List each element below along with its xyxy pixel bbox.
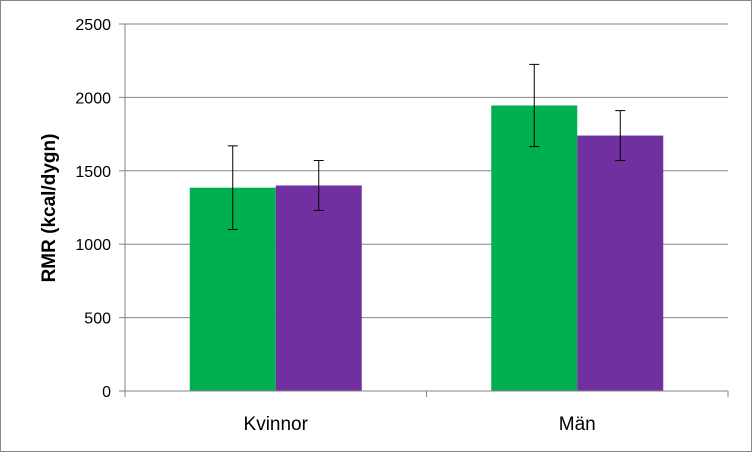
x-tick-label: Män [559, 414, 596, 435]
error-bars [227, 63, 626, 231]
bars [189, 105, 664, 391]
bar [275, 185, 362, 391]
y-axis-label: RMR (kcal/dygn) [39, 134, 60, 283]
y-tick-label: 1000 [75, 237, 111, 254]
y-tick-label: 2500 [75, 17, 111, 34]
bar [577, 135, 664, 391]
x-tick-label: Kvinnor [244, 414, 309, 435]
y-axis-ticks: 0 500 1000 1500 2000 2500 [75, 17, 125, 401]
y-tick-label: 2000 [75, 90, 111, 107]
y-tick-label: 500 [84, 311, 111, 328]
x-axis-ticks: Kvinnor Män [124, 391, 729, 435]
y-tick-label: 1500 [75, 164, 111, 181]
bar [491, 105, 578, 391]
y-tick-label: 0 [102, 384, 111, 401]
